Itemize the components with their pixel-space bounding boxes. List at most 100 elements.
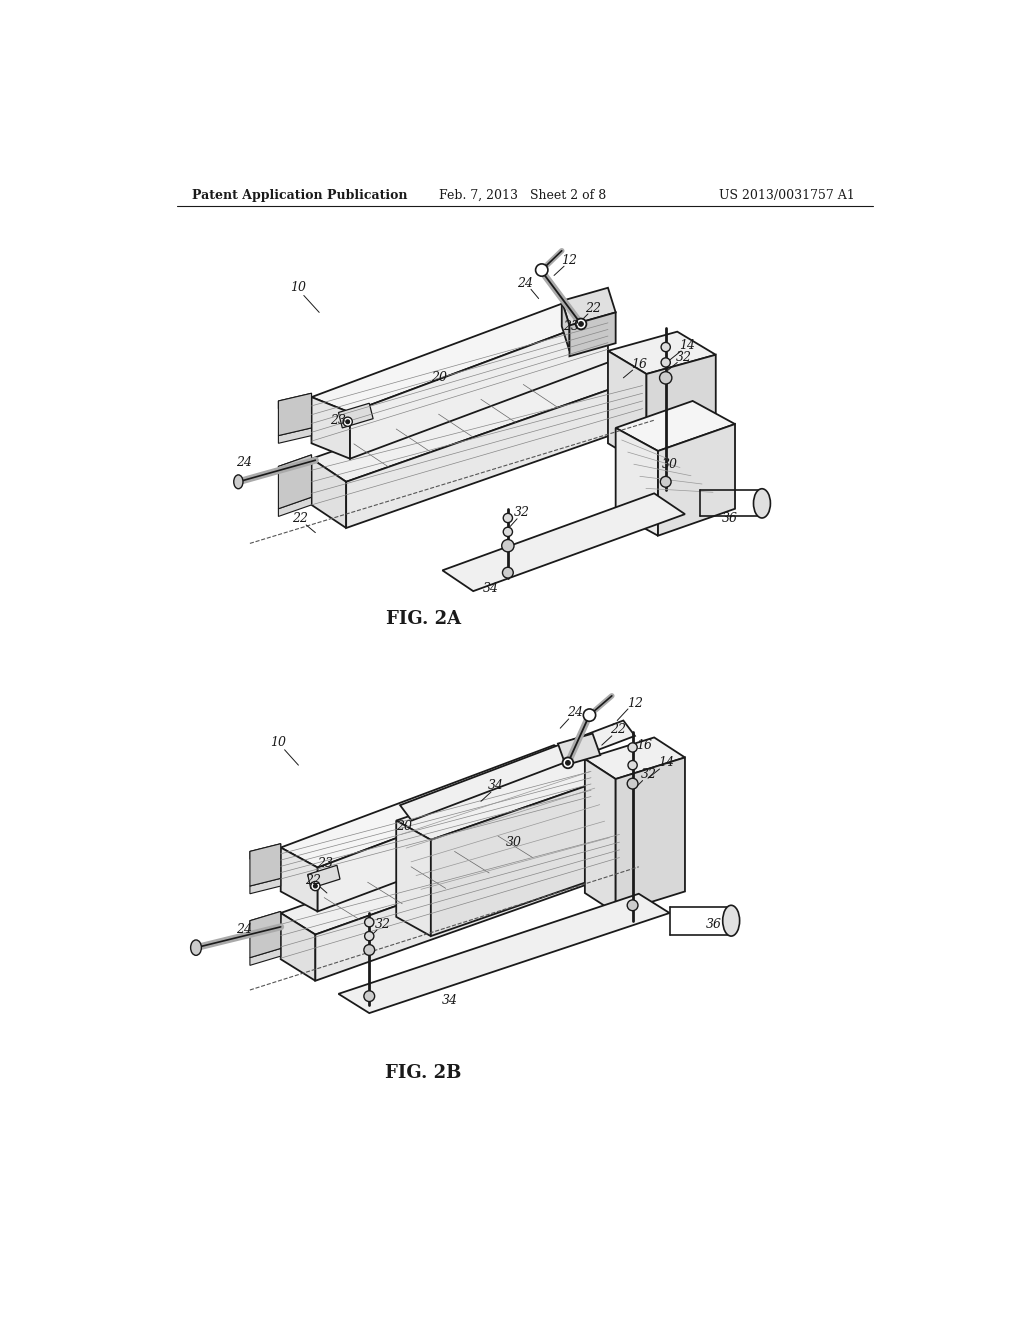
Text: 22: 22: [585, 302, 600, 315]
Text: 10: 10: [270, 735, 287, 748]
Polygon shape: [307, 866, 340, 888]
Text: 30: 30: [662, 458, 678, 471]
Circle shape: [662, 358, 671, 367]
Text: 20: 20: [396, 820, 412, 833]
Polygon shape: [250, 911, 281, 928]
Circle shape: [565, 760, 570, 766]
Text: 32: 32: [375, 917, 390, 931]
Text: 30: 30: [506, 836, 522, 849]
Polygon shape: [585, 759, 615, 913]
Polygon shape: [431, 775, 620, 936]
Text: FIG. 2A: FIG. 2A: [386, 610, 461, 628]
Circle shape: [346, 420, 349, 424]
Polygon shape: [315, 826, 620, 981]
Polygon shape: [442, 494, 685, 591]
Text: FIG. 2B: FIG. 2B: [385, 1064, 462, 1082]
Polygon shape: [311, 459, 346, 528]
Text: 24: 24: [567, 706, 583, 719]
Polygon shape: [646, 355, 716, 466]
Text: 24: 24: [517, 277, 532, 290]
Polygon shape: [562, 301, 569, 351]
Text: 14: 14: [657, 756, 674, 770]
Text: 34: 34: [488, 779, 504, 792]
Polygon shape: [279, 498, 311, 516]
Polygon shape: [608, 351, 646, 466]
Circle shape: [628, 900, 638, 911]
Circle shape: [313, 884, 317, 888]
Polygon shape: [250, 843, 281, 859]
Polygon shape: [311, 301, 608, 412]
Polygon shape: [562, 288, 615, 326]
Circle shape: [364, 945, 375, 956]
Ellipse shape: [754, 488, 770, 517]
Polygon shape: [615, 428, 658, 536]
Circle shape: [310, 882, 319, 891]
Text: 36: 36: [722, 512, 737, 525]
Circle shape: [659, 372, 672, 384]
Polygon shape: [396, 821, 431, 936]
Circle shape: [365, 932, 374, 941]
Polygon shape: [311, 397, 350, 459]
Polygon shape: [279, 428, 311, 444]
Polygon shape: [615, 758, 685, 913]
Polygon shape: [396, 755, 620, 840]
Polygon shape: [400, 721, 635, 821]
Polygon shape: [281, 744, 591, 867]
Text: 32: 32: [641, 768, 656, 781]
Polygon shape: [350, 317, 608, 459]
Circle shape: [628, 760, 637, 770]
Text: 20: 20: [430, 371, 446, 384]
Polygon shape: [615, 401, 735, 451]
Text: 24: 24: [236, 455, 252, 469]
Text: 32: 32: [514, 506, 529, 519]
Text: 36: 36: [706, 917, 722, 931]
Polygon shape: [250, 843, 281, 886]
Polygon shape: [279, 455, 311, 474]
Circle shape: [628, 743, 637, 752]
Circle shape: [562, 758, 573, 768]
Circle shape: [364, 991, 375, 1002]
Text: 16: 16: [636, 739, 652, 752]
Polygon shape: [585, 738, 685, 779]
Text: 32: 32: [676, 351, 691, 363]
Text: US 2013/0031757 A1: US 2013/0031757 A1: [719, 189, 854, 202]
Polygon shape: [558, 734, 600, 766]
Polygon shape: [281, 913, 315, 981]
Polygon shape: [569, 313, 615, 356]
Polygon shape: [250, 878, 281, 894]
Text: 22: 22: [610, 723, 626, 737]
Text: 22: 22: [305, 874, 322, 887]
Text: 23: 23: [316, 857, 333, 870]
Text: 12: 12: [627, 697, 643, 710]
Text: 22: 22: [292, 512, 308, 525]
Circle shape: [503, 513, 512, 523]
Circle shape: [660, 477, 671, 487]
Polygon shape: [317, 766, 591, 911]
Circle shape: [584, 709, 596, 721]
Circle shape: [579, 322, 584, 326]
Circle shape: [503, 568, 513, 578]
Polygon shape: [658, 424, 735, 536]
Text: 16: 16: [631, 358, 647, 371]
Text: 10: 10: [291, 281, 306, 294]
Circle shape: [536, 264, 548, 276]
Text: 34: 34: [483, 582, 499, 594]
Polygon shape: [279, 393, 311, 436]
Circle shape: [365, 917, 374, 927]
Ellipse shape: [233, 475, 243, 488]
Text: 14: 14: [679, 339, 695, 352]
Circle shape: [628, 779, 638, 789]
Polygon shape: [279, 393, 311, 409]
Polygon shape: [250, 911, 281, 958]
Polygon shape: [608, 331, 716, 374]
Polygon shape: [339, 894, 670, 1014]
Circle shape: [502, 540, 514, 552]
Polygon shape: [346, 378, 643, 528]
Ellipse shape: [190, 940, 202, 956]
Polygon shape: [281, 847, 317, 911]
Circle shape: [343, 417, 352, 426]
Circle shape: [503, 527, 512, 536]
Polygon shape: [250, 949, 281, 965]
Polygon shape: [339, 404, 373, 428]
Circle shape: [662, 342, 671, 351]
